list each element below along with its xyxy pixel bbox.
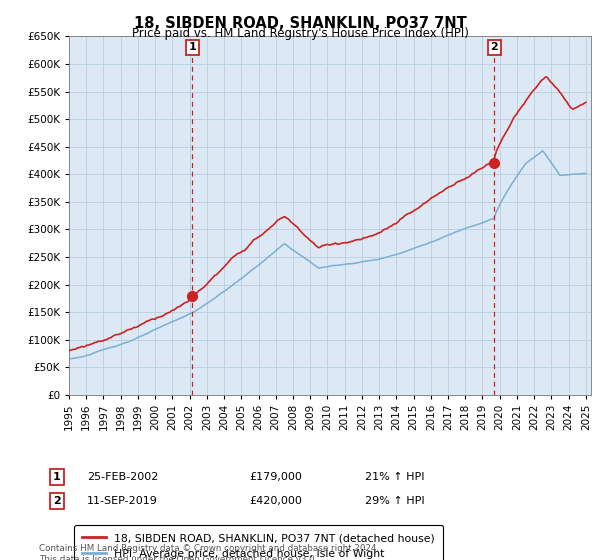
Text: 25-FEB-2002: 25-FEB-2002 <box>87 472 158 482</box>
Text: 21% ↑ HPI: 21% ↑ HPI <box>365 472 424 482</box>
Text: 2: 2 <box>490 43 498 53</box>
Text: 11-SEP-2019: 11-SEP-2019 <box>87 496 158 506</box>
Text: 29% ↑ HPI: 29% ↑ HPI <box>365 496 424 506</box>
Text: Contains HM Land Registry data © Crown copyright and database right 2024.
This d: Contains HM Land Registry data © Crown c… <box>39 544 379 560</box>
Text: £420,000: £420,000 <box>249 496 302 506</box>
Text: Price paid vs. HM Land Registry's House Price Index (HPI): Price paid vs. HM Land Registry's House … <box>131 27 469 40</box>
Text: 1: 1 <box>188 43 196 53</box>
Text: 2: 2 <box>53 496 61 506</box>
Text: £179,000: £179,000 <box>249 472 302 482</box>
Legend: 18, SIBDEN ROAD, SHANKLIN, PO37 7NT (detached house), HPI: Average price, detach: 18, SIBDEN ROAD, SHANKLIN, PO37 7NT (det… <box>74 525 443 560</box>
Text: 18, SIBDEN ROAD, SHANKLIN, PO37 7NT: 18, SIBDEN ROAD, SHANKLIN, PO37 7NT <box>134 16 466 31</box>
Text: 1: 1 <box>53 472 61 482</box>
